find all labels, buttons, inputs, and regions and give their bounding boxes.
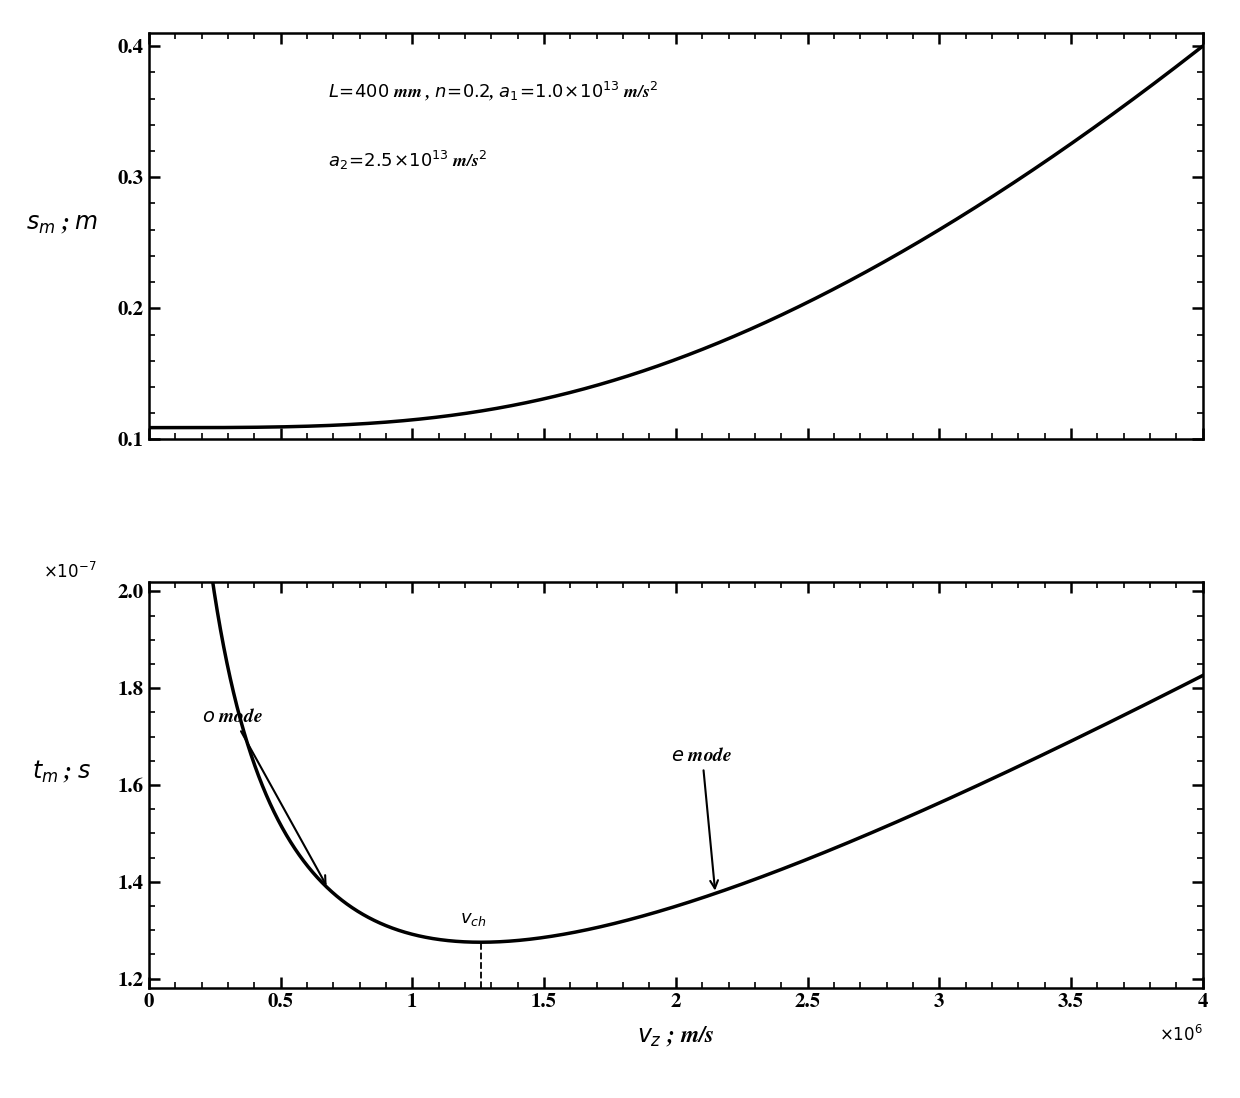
Y-axis label: $s_m$ ; $m$: $s_m$ ; $m$ [26, 214, 98, 236]
Text: $L\!=\!400$ mm , $n\!=\!0.2$, $a_1\!=\!1.0\!\times\!10^{13}$ m/s$^2$: $L\!=\!400$ mm , $n\!=\!0.2$, $a_1\!=\!1… [327, 80, 658, 103]
Text: $\times 10^{-7}$: $\times 10^{-7}$ [43, 561, 97, 581]
X-axis label: $v_z$ ; m/s: $v_z$ ; m/s [637, 1024, 714, 1049]
Text: $e$ mode: $e$ mode [672, 747, 733, 888]
Text: $a_2\!=\!2.5\!\times\!10^{13}$ m/s$^2$: $a_2\!=\!2.5\!\times\!10^{13}$ m/s$^2$ [327, 149, 487, 172]
Text: $v_{ch}$: $v_{ch}$ [460, 911, 486, 928]
Text: $\times 10^6$: $\times 10^6$ [1159, 1024, 1203, 1044]
Text: $o$ mode: $o$ mode [202, 708, 326, 884]
Y-axis label: $t_m$ ; $s$: $t_m$ ; $s$ [32, 759, 92, 785]
